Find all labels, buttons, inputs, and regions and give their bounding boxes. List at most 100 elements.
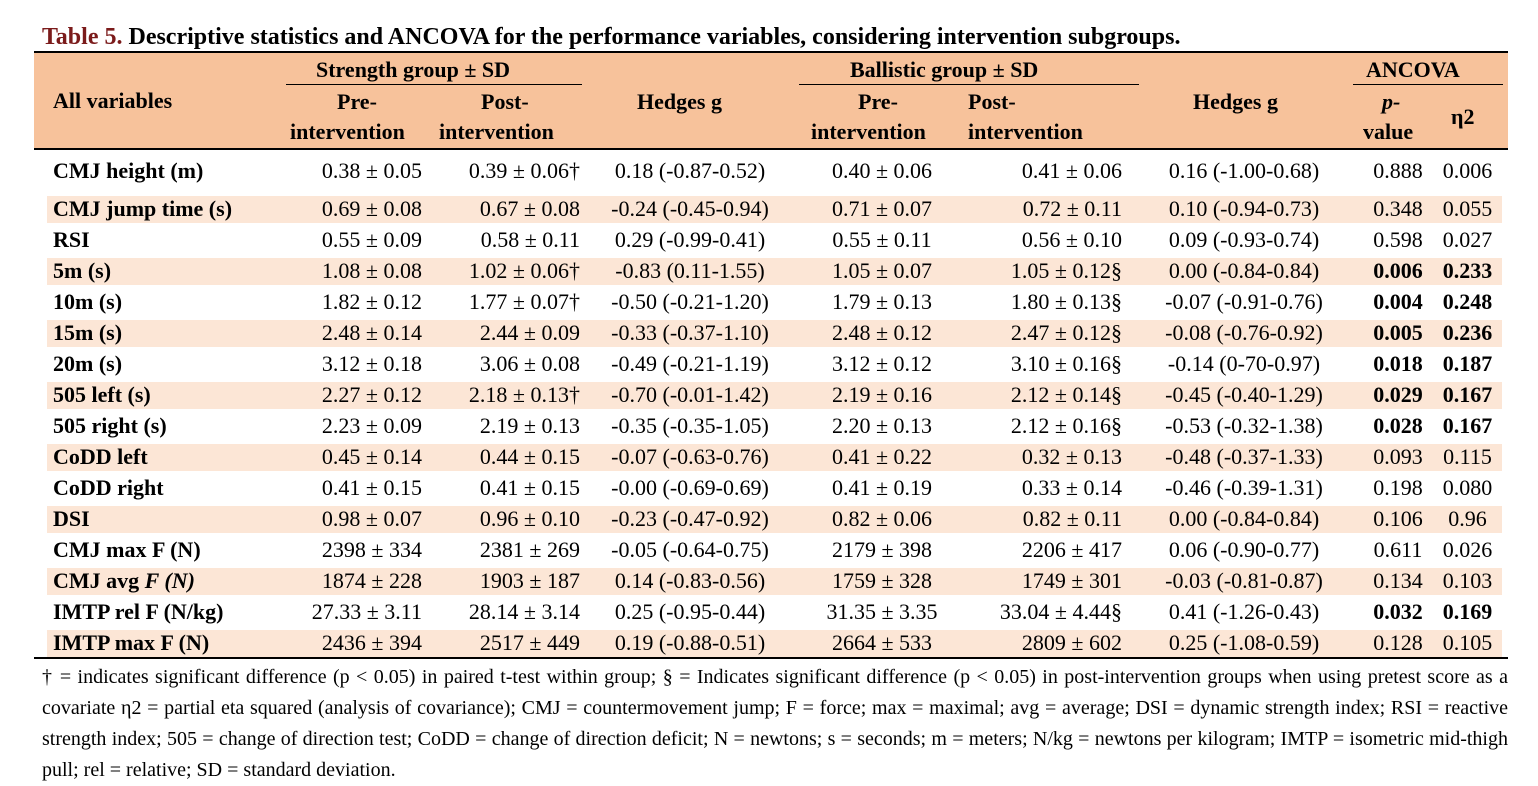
cell-s-pre: 27.33 ± 3.11	[311, 599, 422, 624]
cell-eta: 0.027	[1442, 227, 1493, 252]
row-variable-name-base: CMJ avg	[53, 568, 145, 593]
cell-b-g: -0.07 (-0.91-0.76)	[1165, 289, 1323, 314]
cell-eta: 0.055	[1442, 196, 1493, 221]
cell-s-g: 0.19 (-0.88-0.51)	[614, 630, 766, 655]
cell-b-g: 0.41 (-1.26-0.43)	[1168, 599, 1320, 624]
cell-b-pre: 2.48 ± 0.12	[831, 320, 933, 345]
header-strength-pre-1: Pre-	[337, 89, 377, 114]
cell-b-post: 2.12 ± 0.16§	[1010, 413, 1122, 438]
cell-b-pre: 0.55 ± 0.11	[832, 227, 932, 252]
cell-b-pre: 31.35 ± 3.35	[826, 599, 938, 624]
row-band	[47, 320, 1502, 347]
cell-s-post: 1.77 ± 0.07†	[468, 289, 580, 314]
row-variable-name: CMJ jump time (s)	[53, 196, 233, 221]
cell-s-pre: 0.69 ± 0.08	[321, 196, 422, 221]
cell-b-post: 1.80 ± 0.13§	[1010, 289, 1122, 314]
cell-p: 0.128	[1373, 630, 1423, 655]
row-band	[47, 444, 1502, 471]
row-variable-name: CMJ avg F (N)	[53, 567, 195, 594]
row-variable-name: 505 right (s)	[53, 413, 167, 438]
cell-s-g: -0.00 (-0.69-0.69)	[611, 475, 769, 500]
cell-eta: 0.96	[1448, 506, 1487, 531]
cell-b-post: 2809 ± 602	[1021, 630, 1122, 655]
cell-b-post: 0.72 ± 0.11	[1022, 196, 1122, 221]
row-variable-name: IMTP max F (N)	[53, 630, 210, 655]
cell-p: 0.006	[1373, 258, 1423, 283]
cell-s-post: 3.06 ± 0.08	[479, 351, 580, 376]
cell-s-g: -0.07 (-0.63-0.76)	[611, 444, 769, 469]
cell-eta: 0.187	[1442, 351, 1493, 376]
cell-s-post: 2517 ± 449	[479, 630, 580, 655]
cell-b-post: 33.04 ± 4.44§	[999, 599, 1122, 624]
cell-b-g: 0.06 (-0.90-0.77)	[1168, 537, 1320, 562]
cell-eta: 0.167	[1442, 382, 1493, 407]
cell-b-post: 1.05 ± 0.12§	[1010, 258, 1122, 283]
row-variable-name: IMTP rel F (N/kg)	[53, 599, 224, 624]
cell-b-pre: 0.41 ± 0.19	[831, 475, 933, 500]
cell-s-g: -0.49 (-0.21-1.19)	[611, 351, 769, 376]
cell-s-post: 2.18 ± 0.13†	[468, 382, 580, 407]
row-variable-name: CoDD left	[53, 444, 148, 469]
cell-s-post: 0.44 ± 0.15	[479, 444, 580, 469]
cell-s-g: 0.25 (-0.95-0.44)	[614, 599, 766, 624]
cell-b-g: -0.08 (-0.76-0.92)	[1165, 320, 1323, 345]
cell-b-pre: 1759 ± 328	[831, 568, 933, 593]
row-variable-name-italic: F (N)	[144, 568, 195, 593]
row-band	[47, 630, 1502, 657]
cell-b-g: 0.00 (-0.84-0.84)	[1168, 258, 1320, 283]
cell-eta: 0.236	[1442, 320, 1493, 345]
cell-b-pre: 0.41 ± 0.22	[831, 444, 933, 469]
table-title: Descriptive statistics and ANCOVA for th…	[122, 24, 1181, 50]
row-band	[47, 196, 1502, 223]
row-variable-name: CMJ height (m)	[53, 158, 204, 183]
cell-s-g: 0.18 (-0.87-0.52)	[614, 158, 766, 183]
cell-s-post: 1903 ± 187	[479, 568, 580, 593]
cell-b-g: -0.46 (-0.39-1.31)	[1165, 475, 1323, 500]
cell-b-post: 3.10 ± 0.16§	[1010, 351, 1122, 376]
cell-s-post: 2.44 ± 0.09	[479, 320, 580, 345]
cell-b-pre: 1.05 ± 0.07	[831, 258, 933, 283]
cell-s-post: 0.67 ± 0.08	[479, 196, 580, 221]
cell-s-g: -0.83 (0.11-1.55)	[615, 258, 765, 283]
cell-s-g: 0.29 (-0.99-0.41)	[614, 227, 766, 252]
header-strength-pre-2: intervention	[290, 119, 405, 144]
table-bottom-rule	[34, 657, 1508, 659]
header-strength-post-1: Post-	[481, 89, 529, 114]
cell-p: 0.029	[1373, 382, 1423, 407]
header-p-value-1: p-	[1382, 89, 1401, 114]
cell-s-post: 2381 ± 269	[479, 537, 580, 562]
cell-p: 0.093	[1373, 444, 1423, 469]
cell-p: 0.611	[1373, 537, 1423, 562]
cell-eta: 0.169	[1442, 599, 1493, 624]
cell-b-g: 0.00 (-0.84-0.84)	[1168, 506, 1320, 531]
cell-s-pre: 1.08 ± 0.08	[321, 258, 422, 283]
cell-p: 0.028	[1373, 413, 1423, 438]
cell-s-pre: 2436 ± 394	[321, 630, 422, 655]
cell-s-pre: 3.12 ± 0.18	[321, 351, 422, 376]
header-ballistic-hedges: Hedges g	[1193, 89, 1278, 114]
cell-s-pre: 2.48 ± 0.14	[321, 320, 422, 345]
header-ballistic-post-2: intervention	[968, 119, 1083, 144]
cell-s-g: -0.23 (-0.47-0.92)	[611, 506, 769, 531]
cell-b-post: 0.56 ± 0.10	[1021, 227, 1122, 252]
header-strength-post-2: intervention	[439, 119, 554, 144]
header-ballistic-post-1: Post-	[968, 89, 1016, 114]
cell-b-pre: 0.82 ± 0.06	[831, 506, 933, 531]
header-ballistic-group: Ballistic group ± SD	[850, 57, 1039, 82]
cell-b-g: -0.53 (-0.32-1.38)	[1165, 413, 1323, 438]
cell-b-g: 0.10 (-0.94-0.73)	[1168, 196, 1320, 221]
table-caption: Table 5. Descriptive statistics and ANCO…	[42, 22, 1180, 52]
row-variable-name: CoDD right	[53, 475, 164, 500]
cell-eta: 0.248	[1442, 289, 1493, 314]
cell-b-pre: 2179 ± 398	[831, 537, 933, 562]
cell-eta: 0.006	[1442, 158, 1493, 183]
cell-b-g: 0.16 (-1.00-0.68)	[1168, 158, 1320, 183]
row-band	[47, 506, 1502, 533]
table-header-rule	[34, 148, 1508, 150]
cell-s-post: 0.96 ± 0.10	[479, 506, 580, 531]
table-top-rule	[34, 51, 1508, 53]
header-ballistic-pre-2: intervention	[811, 119, 926, 144]
row-variable-name: 10m (s)	[53, 289, 123, 314]
cell-b-post: 0.33 ± 0.14	[1021, 475, 1122, 500]
row-band	[47, 568, 1502, 595]
